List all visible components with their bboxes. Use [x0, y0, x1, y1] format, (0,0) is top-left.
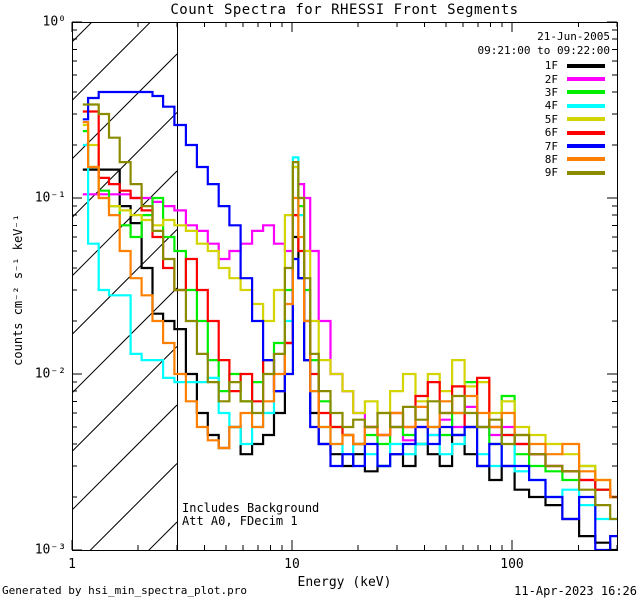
legend-label: 3F [544, 85, 558, 99]
legend-color-swatch [567, 103, 605, 108]
attenuator-note: Att A0, FDecim 1 [182, 514, 298, 528]
legend-color-swatch [567, 130, 605, 135]
y-tick-label: 10⁻² [34, 366, 66, 382]
legend-item-8F: 8F [545, 153, 605, 166]
x-axis-label: Energy (keV) [297, 575, 392, 590]
spectrum-curve-9F [82, 103, 617, 521]
legend-item-3F: 3F [545, 86, 605, 99]
legend-color-swatch [567, 144, 605, 149]
legend-label: 6F [544, 126, 558, 140]
y-tick-label: 10⁻³ [34, 542, 66, 558]
legend-color-swatch [567, 63, 605, 68]
chart-title: Count Spectra for RHESSI Front Segments [170, 2, 519, 18]
legend-label: 7F [544, 139, 558, 153]
spectrum-curve-7F [82, 90, 617, 550]
observation-date: 21-Jun-2005 [537, 30, 610, 43]
legend-color-swatch [567, 157, 605, 162]
legend-label: 4F [544, 99, 558, 113]
background-note: Includes Background [182, 501, 320, 515]
observation-info: 21-Jun-2005 09:21:00 to 09:22:00 [478, 30, 610, 58]
legend-color-swatch [567, 77, 605, 82]
legend-item-7F: 7F [545, 139, 605, 152]
x-tick-label: 1 [68, 557, 76, 572]
legend-item-6F: 6F [545, 126, 605, 139]
spectra-curves [82, 90, 617, 550]
spectrum-curve-2F [82, 183, 617, 499]
legend-item-2F: 2F [545, 72, 605, 85]
y-axis-label: counts cm⁻² s⁻¹ keV⁻¹ [11, 214, 25, 366]
spectrum-curve-6F [82, 110, 617, 499]
legend-color-swatch [567, 170, 605, 175]
attenuated-region-hatch [72, 22, 177, 550]
legend-item-5F: 5F [545, 113, 605, 126]
legend-label: 8F [544, 152, 558, 166]
legend-label: 1F [544, 59, 558, 73]
legend-color-swatch [567, 90, 605, 95]
x-tick-label: 10 [284, 557, 300, 572]
plot-annotations: Includes Background Att A0, FDecim 1 [182, 502, 319, 528]
x-tick-label: 100 [500, 557, 524, 572]
legend-label: 9F [544, 166, 558, 180]
legend-item-4F: 4F [545, 99, 605, 112]
legend-item-9F: 9F [545, 166, 605, 179]
y-tick-label: 10⁰ [42, 14, 66, 30]
spectrum-curve-5F [82, 123, 617, 499]
legend-label: 5F [544, 112, 558, 126]
legend-item-1F: 1F [545, 59, 605, 72]
legend-label: 2F [544, 72, 558, 86]
generator-credit: Generated by hsi_min_spectra_plot.pro [2, 584, 248, 597]
legend-color-swatch [567, 117, 605, 122]
creation-timestamp: 11-Apr-2023 16:26 [514, 584, 637, 598]
legend: 1F 2F 3F 4F 5F 6F 7F 8F 9F [545, 59, 605, 180]
plot-frame [72, 22, 618, 551]
y-tick-label: 10⁻¹ [34, 190, 66, 206]
axis-ticks [71, 21, 618, 551]
spectrum-curve-8F [82, 121, 617, 499]
observation-time-range: 09:21:00 to 09:22:00 [477, 44, 610, 57]
